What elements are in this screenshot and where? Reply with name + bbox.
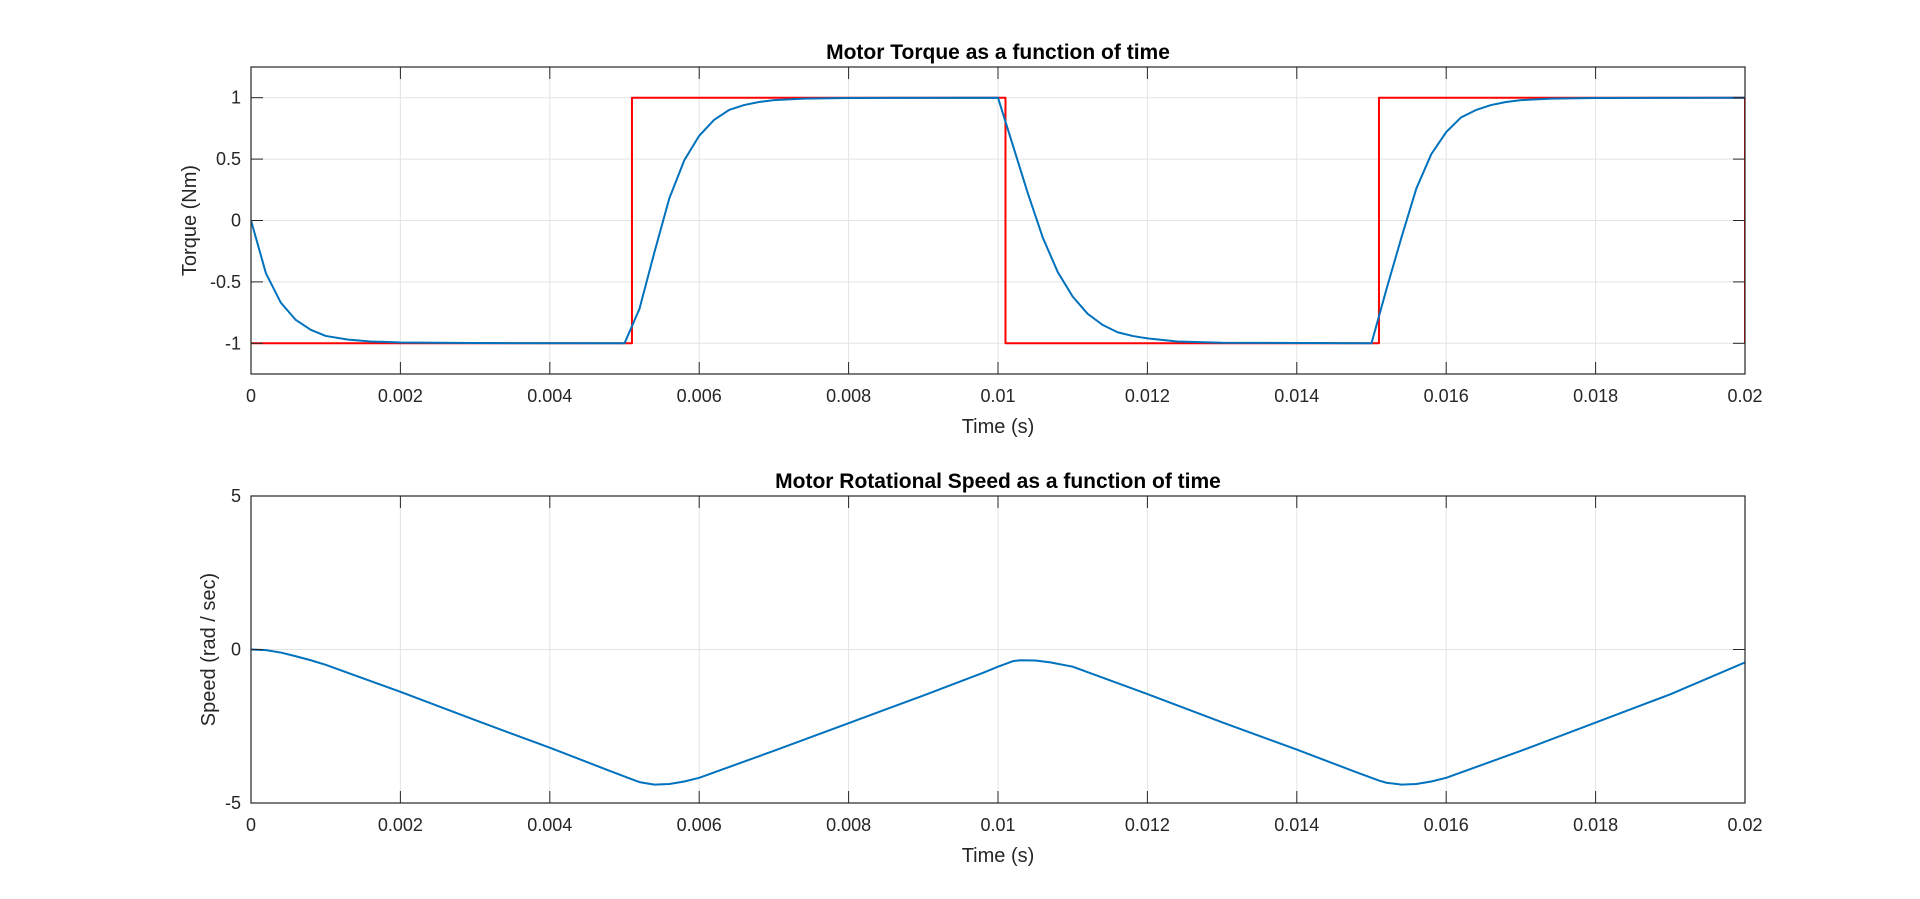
torque-chart-title: Motor Torque as a function of time: [826, 41, 1170, 64]
speed-y-axis-label: Speed (rad / sec): [198, 573, 220, 726]
speed-y-tick-label: 0: [231, 640, 241, 660]
torque-x-tick-label: 0.016: [1424, 386, 1469, 406]
speed-x-tick-label: 0.01: [980, 815, 1015, 835]
speed-y-tick-label: -5: [225, 793, 241, 813]
torque-x-axis-label: Time (s): [962, 416, 1035, 438]
speed-x-tick-label: 0.004: [527, 815, 572, 835]
torque-x-tick-label: 0.006: [677, 386, 722, 406]
torque-x-tick-label: 0.02: [1727, 386, 1762, 406]
torque-x-tick-label: 0.014: [1274, 386, 1319, 406]
torque-x-tick-label: 0.018: [1573, 386, 1618, 406]
speed-plot: 0 0.002 0.004 0.006 0.008 0.01 0.012 0.014 0.016…: [198, 470, 1763, 867]
speed-x-tick-label: 0.018: [1573, 815, 1618, 835]
torque-x-tick-label: 0.01: [980, 386, 1015, 406]
speed-chart-title: Motor Rotational Speed as a function of …: [775, 470, 1221, 493]
torque-y-tick-label: 0.5: [216, 149, 241, 169]
speed-x-tick-label: 0.02: [1727, 815, 1762, 835]
speed-x-axis-label: Time (s): [962, 845, 1035, 867]
torque-y-tick-label: -1: [225, 333, 241, 353]
speed-x-tick-label: 0.014: [1274, 815, 1319, 835]
torque-plot: 0 0.002 0.004 0.006 0.008 0.01 0.012 0.014 0.016…: [179, 41, 1763, 438]
speed-x-tick-label: 0.006: [677, 815, 722, 835]
torque-y-axis-label: Torque (Nm): [179, 165, 201, 276]
torque-y-tick-label: 1: [231, 88, 241, 108]
torque-x-tick-label: 0.002: [378, 386, 423, 406]
speed-x-tick-label: 0: [246, 815, 256, 835]
torque-x-tick-label: 0.004: [527, 386, 572, 406]
torque-x-tick-label: 0: [246, 386, 256, 406]
torque-y-tick-label: 0: [231, 211, 241, 231]
speed-x-tick-label: 0.008: [826, 815, 871, 835]
speed-x-tick-label: 0.002: [378, 815, 423, 835]
speed-series-line-1: [251, 648, 1745, 786]
torque-x-tick-label: 0.012: [1125, 386, 1170, 406]
torque-x-tick-label: 0.008: [826, 386, 871, 406]
speed-x-tick-label: 0.016: [1424, 815, 1469, 835]
torque-y-tick-label: -0.5: [210, 272, 241, 292]
torque-series-line-2: [251, 96, 1745, 345]
speed-y-tick-label: 5: [231, 486, 241, 506]
speed-x-tick-label: 0.012: [1125, 815, 1170, 835]
